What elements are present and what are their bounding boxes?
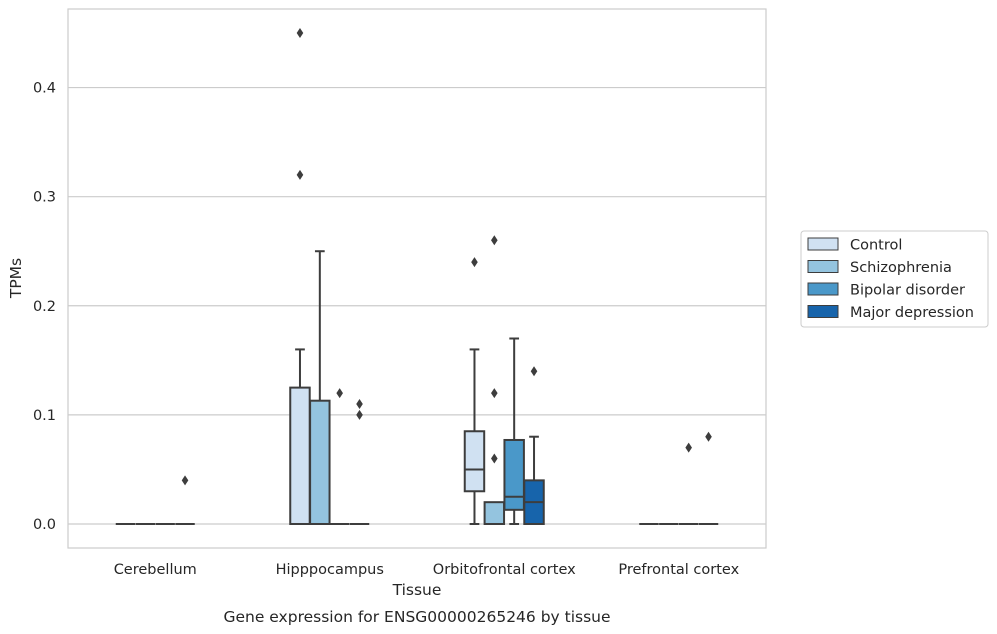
- box: [309, 399, 331, 525]
- outlier-point: [296, 28, 304, 39]
- outlier-point: [296, 169, 304, 180]
- y-tick-label: 0.4: [33, 81, 56, 97]
- box-group: [289, 28, 311, 525]
- box-group: [175, 475, 195, 525]
- box-group: [678, 442, 699, 525]
- legend-entry: Control: [850, 238, 902, 254]
- x-tick-label: Hipppocampus: [276, 562, 384, 578]
- y-axis-label: TPMs: [7, 258, 25, 299]
- box-group: [463, 257, 486, 525]
- y-tick-label: 0.1: [33, 408, 56, 424]
- legend-entry: Schizophrenia: [850, 260, 952, 276]
- outlier-point: [705, 431, 712, 442]
- legend-swatch: [807, 282, 839, 296]
- x-tick-label: Orbitofrontal cortex: [433, 562, 576, 578]
- box-group: [698, 431, 719, 525]
- box-group: [329, 388, 350, 525]
- outlier-point: [491, 235, 498, 246]
- x-tick-label: Cerebellum: [114, 562, 197, 578]
- y-tick-label: 0.0: [33, 517, 56, 533]
- outlier-point: [181, 475, 189, 486]
- outlier-point: [336, 388, 343, 399]
- y-tick-label: 0.2: [33, 299, 56, 315]
- x-tick-label: Prefrontal cortex: [618, 562, 739, 578]
- legend: Control Schizophrenia Bipolar disorder Majo…: [800, 230, 989, 328]
- box: [289, 386, 311, 525]
- box-group: [349, 398, 370, 525]
- y-axis-ticks: 0.0 0.1 0.2 0.3 0.4: [33, 81, 56, 533]
- grid-lines: [68, 86, 766, 525]
- outlier-point: [471, 257, 478, 268]
- box: [503, 438, 525, 511]
- outlier-point: [685, 442, 692, 453]
- outlier-point: [491, 388, 498, 399]
- legend-frame: [800, 230, 989, 328]
- legend-swatch: [807, 260, 839, 273]
- box-group: [523, 366, 545, 525]
- outlier-point: [530, 366, 538, 377]
- box: [463, 430, 486, 493]
- legend-swatch: [807, 237, 839, 251]
- box-group: [483, 235, 506, 525]
- x-axis-label: Tissue: [392, 581, 442, 599]
- outlier-point: [356, 398, 363, 409]
- x-axis-ticks: Cerebellum Hipppocampus Orbitofrontal cort…: [114, 562, 740, 578]
- y-tick-label: 0.3: [33, 190, 56, 206]
- legend-swatch: [807, 305, 839, 318]
- box-group: [309, 250, 331, 525]
- figure-caption: Gene expression for ENSG00000265246 by t…: [223, 608, 610, 626]
- plot-frame: [67, 8, 767, 549]
- legend-entry: Major depression: [850, 305, 974, 321]
- box: [483, 501, 506, 525]
- box-group: [503, 337, 525, 525]
- outlier-point: [356, 409, 363, 420]
- outlier-point: [491, 453, 498, 464]
- box-plot-boxes: [115, 28, 719, 525]
- legend-entry: Bipolar disorder: [850, 283, 965, 299]
